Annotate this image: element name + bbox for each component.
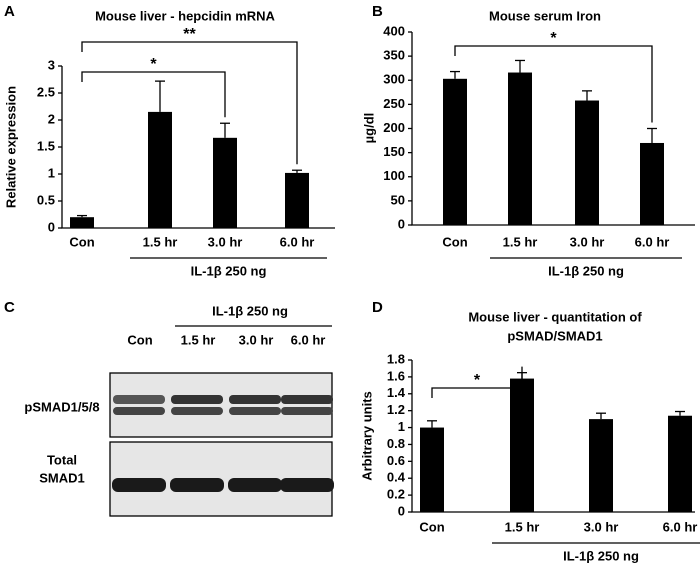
- y-tick-label: 350: [383, 48, 405, 63]
- significance-bracket: [81, 71, 226, 118]
- y-tick-label: 3: [48, 57, 55, 72]
- y-tick-label: 1: [398, 419, 405, 434]
- x-tick-label: 1.5 hr: [143, 234, 178, 249]
- x-tick-label: Con: [442, 234, 467, 249]
- y-tick-label: 100: [383, 168, 405, 183]
- band: [280, 478, 334, 492]
- panel-letter: C: [4, 299, 15, 316]
- chart-title: Mouse liver - hepcidin mRNA: [95, 8, 275, 23]
- y-tick-label: 2: [48, 111, 55, 126]
- y-tick-label: 150: [383, 144, 405, 159]
- significance-label: *: [150, 56, 157, 73]
- x-tick-label: 3.0 hr: [584, 519, 619, 534]
- bar: [443, 78, 467, 226]
- x-tick-label: 1.5 hr: [505, 519, 540, 534]
- bar: [148, 111, 172, 228]
- y-tick-label: 0.8: [387, 436, 405, 451]
- bar: [640, 142, 664, 225]
- x-tick-label: 6.0 hr: [280, 234, 315, 249]
- bar: [420, 427, 444, 512]
- x-tick-label: Con: [419, 519, 444, 534]
- significance-bracket: [431, 366, 523, 398]
- y-tick-label: 0.2: [387, 487, 405, 502]
- y-tick-label: 0.5: [37, 192, 55, 207]
- lane-label: 6.0 hr: [291, 332, 326, 347]
- band: [228, 478, 282, 492]
- bar: [508, 72, 532, 225]
- bar: [575, 100, 599, 225]
- band: [229, 407, 281, 415]
- significance-bracket: [454, 45, 653, 123]
- y-tick-label: 0: [398, 503, 405, 518]
- y-tick-label: 0: [398, 216, 405, 231]
- panel-letter: D: [372, 299, 383, 316]
- group-label: IL-1β 250 ng: [191, 263, 267, 278]
- y-tick-label: 1.2: [387, 402, 405, 417]
- x-tick-label: 1.5 hr: [503, 234, 538, 249]
- panel-letter: A: [4, 3, 15, 20]
- band: [113, 407, 165, 415]
- chart-title: Mouse serum Iron: [489, 8, 601, 23]
- y-tick-label: 1: [48, 165, 55, 180]
- bar: [213, 137, 237, 228]
- x-tick-label: 6.0 hr: [663, 519, 698, 534]
- chart-title: pSMAD/SMAD1: [507, 328, 602, 343]
- group-label: IL-1β 250 ng: [548, 263, 624, 278]
- band: [171, 395, 223, 404]
- band: [112, 478, 166, 492]
- y-tick-label: 0: [48, 219, 55, 234]
- significance-label: **: [183, 26, 196, 43]
- y-tick-label: 0.6: [387, 453, 405, 468]
- y-tick-label: 50: [391, 192, 405, 207]
- x-tick-label: 3.0 hr: [570, 234, 605, 249]
- y-tick-label: 300: [383, 72, 405, 87]
- chart-title: Mouse liver - quantitation of: [468, 309, 642, 324]
- x-tick-label: 3.0 hr: [208, 234, 243, 249]
- y-axis-label: Relative expression: [3, 86, 18, 208]
- significance-label: *: [550, 30, 557, 47]
- y-axis-label: Arbitrary units: [359, 391, 374, 481]
- lane-label: Con: [127, 332, 152, 347]
- group-label: IL-1β 250 ng: [212, 303, 288, 318]
- bar: [285, 172, 309, 228]
- band: [281, 395, 333, 404]
- band: [171, 407, 223, 415]
- y-tick-label: 250: [383, 96, 405, 111]
- panel-letter: B: [372, 3, 383, 20]
- significance-label: *: [474, 372, 481, 389]
- bar: [668, 415, 692, 512]
- band: [170, 478, 224, 492]
- band: [113, 395, 165, 404]
- band: [229, 395, 281, 404]
- y-tick-label: 400: [383, 23, 405, 38]
- bar: [510, 378, 534, 512]
- lane-label: 1.5 hr: [181, 332, 216, 347]
- y-axis-label: µg/dl: [361, 113, 376, 144]
- row-label: pSMAD1/5/8: [24, 399, 99, 414]
- significance-bracket: [81, 41, 298, 165]
- x-tick-label: Con: [69, 234, 94, 249]
- y-tick-label: 200: [383, 120, 405, 135]
- y-tick-label: 1.6: [387, 368, 405, 383]
- y-tick-label: 1.5: [37, 138, 55, 153]
- bar: [70, 217, 94, 228]
- y-tick-label: 2.5: [37, 84, 55, 99]
- group-label: IL-1β 250 ng: [563, 548, 639, 563]
- row-label: SMAD1: [39, 470, 85, 485]
- band: [281, 407, 333, 415]
- row-label: Total: [47, 452, 77, 467]
- y-tick-label: 0.4: [387, 470, 406, 485]
- lane-label: 3.0 hr: [239, 332, 274, 347]
- blot-box: [109, 372, 333, 438]
- axis: [411, 360, 695, 513]
- y-tick-label: 1.4: [387, 385, 406, 400]
- y-tick-label: 1.8: [387, 351, 405, 366]
- bar: [589, 419, 613, 512]
- x-tick-label: 6.0 hr: [635, 234, 670, 249]
